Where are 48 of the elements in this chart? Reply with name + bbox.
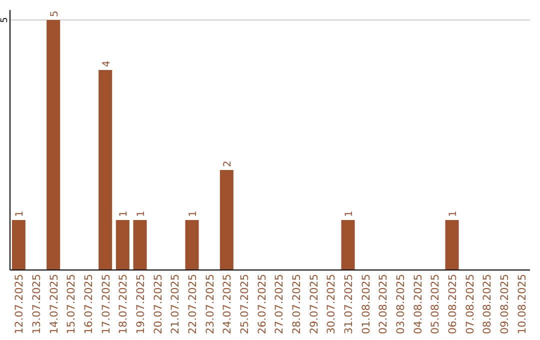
data-label: 1 <box>448 210 459 217</box>
x-tick-label: 22.07.2025 <box>187 274 199 334</box>
data-label: 5 <box>49 10 60 17</box>
data-label: 2 <box>222 160 234 167</box>
x-tick-label: 06.08.2025 <box>447 274 459 334</box>
bar <box>46 20 60 270</box>
x-tick-label: 09.08.2025 <box>499 274 511 334</box>
data-label: 1 <box>118 210 130 217</box>
x-tick-label: 12.07.2025 <box>14 274 26 334</box>
x-tick-label: 21.07.2025 <box>170 274 182 334</box>
bar <box>341 220 355 270</box>
data-label: 1 <box>344 210 355 217</box>
bar <box>185 220 199 270</box>
x-tick-label: 25.07.2025 <box>239 274 251 334</box>
x-tick-label: 23.07.2025 <box>204 274 216 334</box>
x-tick-label: 27.07.2025 <box>274 274 286 334</box>
x-tick-label: 16.07.2025 <box>83 274 95 334</box>
x-tick-label: 14.07.2025 <box>48 274 60 334</box>
x-tick-label: 19.07.2025 <box>135 274 147 334</box>
x-tick-label: 07.08.2025 <box>464 274 476 334</box>
x-tick-label: 05.08.2025 <box>430 274 442 334</box>
bar <box>116 220 130 270</box>
x-tick-label: 30.07.2025 <box>326 274 338 334</box>
x-tick-label: 03.08.2025 <box>395 274 407 334</box>
x-tick-label: 15.07.2025 <box>66 274 78 334</box>
x-tick-label: 10.08.2025 <box>516 274 528 334</box>
x-tick-label: 24.07.2025 <box>222 274 234 334</box>
x-tick-label: 04.08.2025 <box>412 274 424 334</box>
x-tick-label: 08.08.2025 <box>482 274 494 334</box>
x-tick-label: 26.07.2025 <box>256 274 268 334</box>
data-label: 1 <box>136 210 147 217</box>
x-tick-label: 18.07.2025 <box>118 274 130 334</box>
x-tick-label: 01.08.2025 <box>360 274 372 334</box>
x-tick-label: 31.07.2025 <box>343 274 355 334</box>
bar <box>220 170 234 270</box>
data-label: 1 <box>14 210 26 217</box>
x-tick-label: 29.07.2025 <box>308 274 320 334</box>
data-label: 4 <box>101 60 112 67</box>
x-tick-label: 20.07.2025 <box>152 274 164 334</box>
x-tick-label: 28.07.2025 <box>291 274 303 334</box>
bar <box>12 220 26 270</box>
x-tick-label: 17.07.2025 <box>100 274 112 334</box>
x-tick-label: 02.08.2025 <box>378 274 390 334</box>
x-tick-label: 13.07.2025 <box>31 274 43 334</box>
bar <box>445 220 459 270</box>
bar <box>98 70 112 270</box>
data-label: 1 <box>188 210 199 217</box>
bar <box>133 220 147 270</box>
